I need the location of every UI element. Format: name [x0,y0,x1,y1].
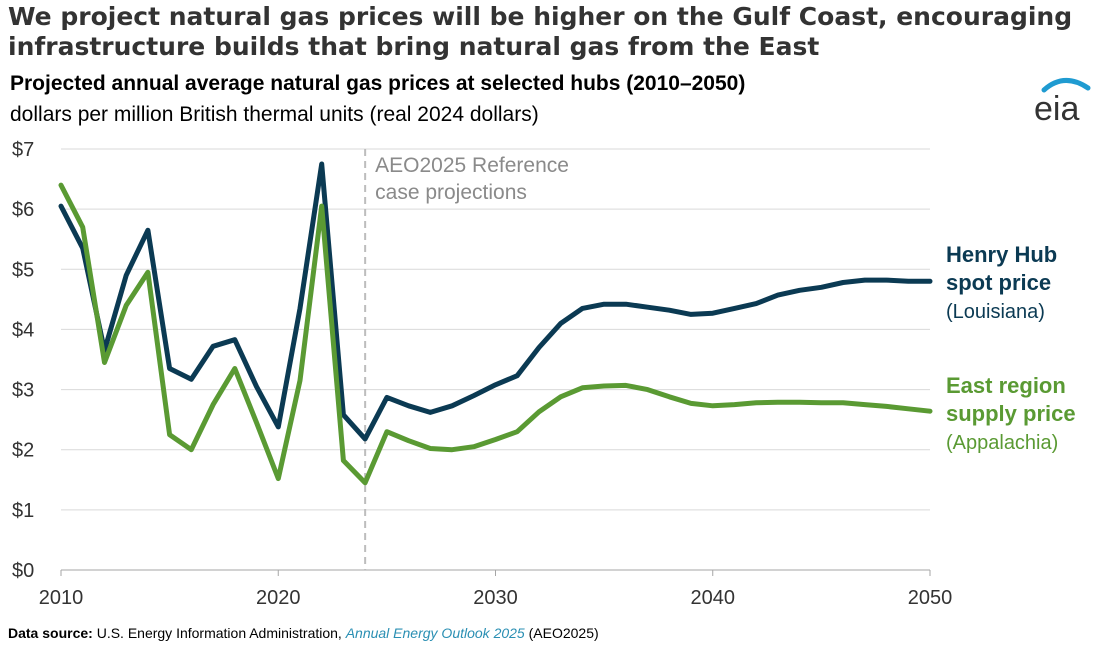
y-tick-label: $3 [12,380,34,402]
x-axis-ticks: 2010 2020 2030 2040 2050 [39,570,953,609]
x-tick-label: 2030 [473,587,518,609]
data-source-label: Data source: [8,625,93,641]
y-axis-ticks: $0 $1 $2 $3 $4 $5 $6 $7 [12,139,34,582]
x-tick-label: 2050 [908,587,953,609]
series-sublabel-east_region: (Appalachia) [946,432,1058,454]
data-source-link[interactable]: Annual Energy Outlook 2025 [345,625,525,641]
series-line-east_region [58,182,933,486]
headline: We project natural gas prices will be hi… [8,2,1073,61]
x-tick-label: 2010 [39,587,84,609]
x-tick-label: 2040 [691,587,736,609]
series-label-east_region: supply price [946,401,1076,426]
y-tick-label: $5 [12,259,34,281]
data-source: Data source: U.S. Energy Information Adm… [8,625,599,641]
annotation-line: case projections [375,181,527,204]
y-tick-label: $1 [12,500,34,522]
annotation-line: AEO2025 Reference [375,154,569,177]
gridlines [61,148,930,571]
series-lines [58,161,933,486]
series-line-henry_hub [58,161,933,442]
y-tick-label: $6 [12,199,34,221]
y-tick-label: $4 [12,319,34,341]
chart-subtitle: dollars per million British thermal unit… [10,103,539,126]
series-label-henry_hub: spot price [946,270,1051,295]
eia-logo-arc-icon [1041,78,1091,93]
x-tick-label: 2020 [256,587,301,609]
chart-title: Projected annual average natural gas pri… [10,72,746,95]
y-tick-label: $0 [12,560,34,582]
y-tick-label: $2 [12,440,34,462]
series-label-east_region: East region [946,373,1066,398]
series-label-henry_hub: Henry Hub [946,242,1057,267]
data-source-suffix: (AEO2025) [528,625,599,641]
series-labels: Henry Hub spot price (Louisiana) East regio… [946,242,1076,454]
projection-annotation: AEO2025 Reference case projections [375,154,569,204]
data-source-text: U.S. Energy Information Administration, [96,625,342,641]
eia-logo-text: eia [1034,90,1079,126]
y-tick-label: $7 [12,139,34,161]
eia-logo: eia [1034,78,1091,126]
series-sublabel-henry_hub: (Louisiana) [946,301,1045,323]
